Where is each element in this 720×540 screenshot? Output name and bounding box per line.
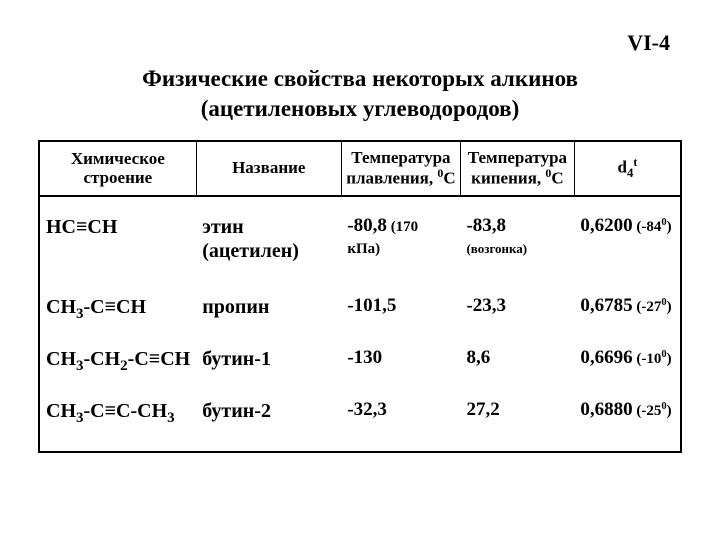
- cell-formula: НС≡СН: [40, 196, 196, 283]
- cell-name: бутин-2: [196, 387, 341, 451]
- properties-table-wrap: Химическое строение Название Температура…: [38, 140, 682, 453]
- formula-text: СН: [46, 296, 76, 318]
- header-text: d: [618, 157, 627, 176]
- value-note: (-27: [633, 299, 662, 315]
- header-text: строение: [83, 168, 152, 187]
- formula-text: -С: [128, 348, 149, 370]
- header-text: плавления,: [346, 169, 437, 188]
- cell-melting: -32,3: [341, 387, 460, 451]
- value-note: ): [667, 219, 672, 235]
- formula-text: СН: [46, 348, 76, 370]
- formula-text: -С: [84, 296, 105, 318]
- header-melting: Температура плавления, 0С: [341, 142, 460, 196]
- cell-name: этин (ацетилен): [196, 196, 341, 283]
- cell-boiling: -83,8 (возгонка): [460, 196, 574, 283]
- value-text: 0,6200: [580, 215, 632, 236]
- table-row: СН3-СН2-С≡СН бутин-1 -130 8,6 0,6696 (-1…: [40, 335, 680, 387]
- cell-boiling: 8,6: [460, 335, 574, 387]
- subscript: 3: [76, 306, 84, 322]
- value-note: ): [667, 299, 672, 315]
- table-row: СН3-С≡С-СН3 бутин-2 -32,3 27,2 0,6880 (-…: [40, 387, 680, 451]
- title-line-2: (ацетиленовых углеводородов): [201, 96, 520, 121]
- header-text: Химическое: [71, 149, 165, 168]
- triple-bond: ≡: [105, 296, 116, 318]
- header-name: Название: [196, 142, 341, 196]
- value-text: 0,6696: [580, 347, 632, 368]
- triple-bond: ≡: [105, 400, 116, 422]
- header-row: Химическое строение Название Температура…: [40, 142, 680, 196]
- subscript: 3: [167, 410, 175, 426]
- page-number: VI-4: [38, 30, 682, 56]
- value-note: (-25: [633, 403, 662, 419]
- cell-melting: -130: [341, 335, 460, 387]
- formula-text: -С: [84, 400, 105, 422]
- header-boiling: Температура кипения, 0С: [460, 142, 574, 196]
- subscript: 3: [76, 358, 84, 374]
- subscript: 3: [76, 410, 84, 426]
- value-note: (-84: [633, 219, 662, 235]
- cell-melting: -80,8 (170 кПа): [341, 196, 460, 283]
- formula-text: НС: [46, 216, 76, 238]
- value-text: -80,8: [347, 215, 387, 236]
- title-line-1: Физические свойства некоторых алкинов: [142, 66, 578, 91]
- header-text: Температура: [468, 148, 567, 167]
- header-text: кипения,: [471, 169, 545, 188]
- value-text: 0,6785: [580, 295, 632, 316]
- value-text: 0,6880: [580, 399, 632, 420]
- cell-boiling: -23,3: [460, 283, 574, 335]
- formula-text: СН: [87, 216, 117, 238]
- value-note: (возгонка): [466, 241, 527, 256]
- triple-bond: ≡: [76, 216, 87, 238]
- cell-name: бутин-1: [196, 335, 341, 387]
- value-note: (-10: [633, 351, 662, 367]
- header-text: Температура: [351, 148, 450, 167]
- header-text: С: [443, 169, 455, 188]
- header-text: С: [551, 169, 563, 188]
- subscript: 2: [120, 358, 128, 374]
- formula-text: СН: [116, 296, 146, 318]
- page-title: Физические свойства некоторых алкинов (а…: [38, 64, 682, 124]
- superscript: t: [633, 155, 637, 169]
- cell-density: 0,6880 (-250): [574, 387, 680, 451]
- formula-text: -СН: [84, 348, 121, 370]
- table-row: СН3-С≡СН пропин -101,5 -23,3 0,6785 (-27…: [40, 283, 680, 335]
- cell-density: 0,6200 (-840): [574, 196, 680, 283]
- formula-text: СН: [160, 348, 190, 370]
- formula-text: С-СН: [116, 400, 167, 422]
- value-text: -83,8: [466, 215, 506, 236]
- value-note: ): [667, 403, 672, 419]
- cell-name: пропин: [196, 283, 341, 335]
- header-density: d4t: [574, 142, 680, 196]
- table-row: НС≡СН этин (ацетилен) -80,8 (170 кПа) -8…: [40, 196, 680, 283]
- cell-melting: -101,5: [341, 283, 460, 335]
- cell-formula: СН3-С≡СН: [40, 283, 196, 335]
- value-note: ): [667, 351, 672, 367]
- cell-density: 0,6696 (-100): [574, 335, 680, 387]
- cell-density: 0,6785 (-270): [574, 283, 680, 335]
- properties-table: Химическое строение Название Температура…: [40, 142, 680, 451]
- cell-formula: СН3-СН2-С≡СН: [40, 335, 196, 387]
- cell-formula: СН3-С≡С-СН3: [40, 387, 196, 451]
- cell-boiling: 27,2: [460, 387, 574, 451]
- header-structure: Химическое строение: [40, 142, 196, 196]
- triple-bond: ≡: [149, 348, 160, 370]
- formula-text: СН: [46, 400, 76, 422]
